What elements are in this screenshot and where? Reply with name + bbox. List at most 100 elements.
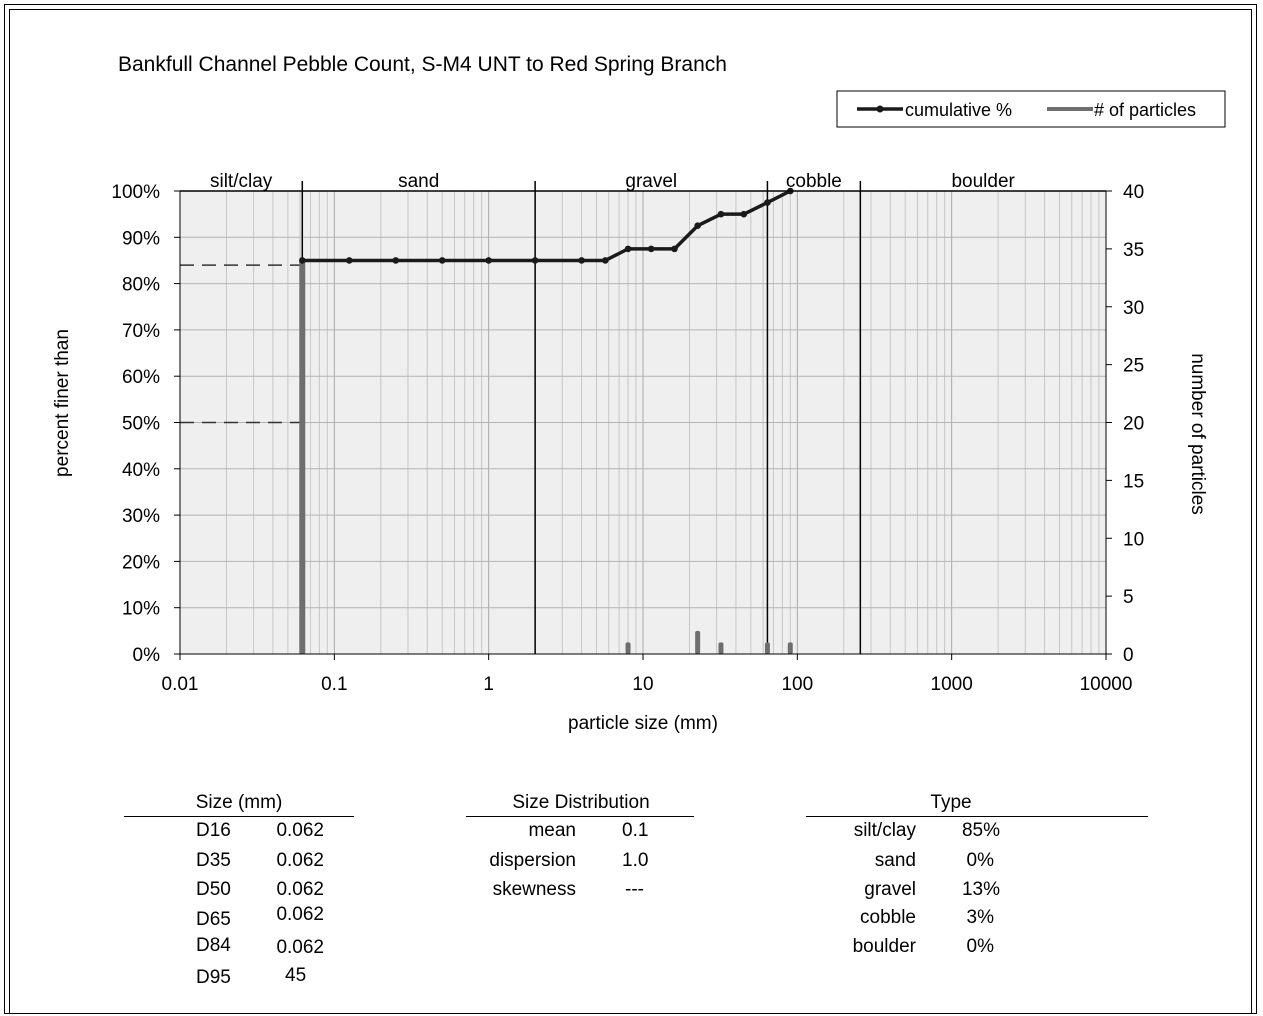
x-tick-label: 10000 <box>1080 674 1133 695</box>
particle-bar <box>299 260 306 654</box>
type-row-label: sand <box>874 850 916 871</box>
y-tick-label: 100% <box>111 182 160 203</box>
size-row-value: 0.062 <box>276 879 324 900</box>
y-tick-label: 0% <box>133 645 161 666</box>
type-table-header: Type <box>930 792 972 813</box>
size-class-layer: silt/clay sand gravel cobble boulder <box>180 171 1106 654</box>
particle-bar <box>695 630 701 654</box>
size-row-label: D35 <box>196 850 231 871</box>
cumulative-point <box>647 245 655 253</box>
size-row-label: D95 <box>196 967 231 988</box>
x-axis-title: particle size (mm) <box>568 713 718 734</box>
particle-bar <box>625 642 631 654</box>
size-class-label: gravel <box>625 171 677 192</box>
size-table-header: Size (mm) <box>195 792 283 813</box>
size-row-value: 0.062 <box>276 937 324 958</box>
distribution-row-value: --- <box>625 879 644 900</box>
cumulative-point <box>345 257 353 264</box>
pebble-count-chart: Bankfull Channel Pebble Count, S-M4 UNT … <box>52 53 1226 734</box>
size-row-label: D50 <box>196 879 231 900</box>
chart-title: Bankfull Channel Pebble Count, S-M4 UNT … <box>118 53 727 76</box>
cumulative-series-line <box>302 189 792 263</box>
type-row-value: 3% <box>966 907 994 928</box>
cumulative-point <box>624 245 632 253</box>
y-tick-label: 40% <box>122 460 160 481</box>
legend: cumulative % # of particles <box>836 90 1226 128</box>
size-table: Size (mm) D16 0.062 D35 0.062 D50 0.062 … <box>124 792 354 1002</box>
size-class-label: cobble <box>786 171 842 192</box>
y2-tick-label: 5 <box>1123 587 1134 608</box>
y-tick-label: 80% <box>122 275 160 296</box>
size-row-label: D84 <box>196 935 231 956</box>
distribution-table-header: Size Distribution <box>512 792 650 813</box>
x-tick-label: 0.1 <box>321 674 347 695</box>
distribution-row-label: mean <box>528 820 576 841</box>
y2-tick-label: 40 <box>1123 182 1144 203</box>
cumulative-point <box>531 257 539 264</box>
size-row-value: 0.062 <box>276 820 324 841</box>
type-row-value: 13% <box>961 879 1000 900</box>
type-table-rule <box>806 816 1148 817</box>
x-tick-label: 0.01 <box>162 674 199 695</box>
size-class-label: boulder <box>951 171 1015 192</box>
type-table: Type silt/clay 85% sand 0% gravel 13% co… <box>806 792 1150 972</box>
type-row-label: silt/clay <box>853 820 916 841</box>
y-tick-label: 50% <box>122 414 160 435</box>
x-tick-label: 100 <box>781 674 813 695</box>
cumulative-point <box>485 257 492 264</box>
type-row-value: 0% <box>966 850 994 871</box>
legend-cumulative-marker <box>876 105 884 113</box>
y2-axis-title: number of particles <box>1187 353 1208 515</box>
legend-particles-label: # of particles <box>1094 100 1196 120</box>
size-row-value: 45 <box>285 965 307 986</box>
type-row-label: gravel <box>864 879 916 900</box>
size-row-value: 0.062 <box>276 850 324 871</box>
distribution-table-rule <box>466 816 694 817</box>
cumulative-point <box>717 210 725 218</box>
y2-tick-label: 25 <box>1123 356 1144 377</box>
size-class-label: silt/clay <box>210 171 273 192</box>
inner-frame <box>9 9 1252 1014</box>
type-row-label: cobble <box>860 907 916 928</box>
reference-lines <box>180 264 303 424</box>
cumulative-point <box>764 199 771 206</box>
y2-tick-label: 10 <box>1123 529 1144 550</box>
type-row-value: 0% <box>966 936 994 957</box>
type-row-label: boulder <box>852 936 916 957</box>
y-tick-label: 70% <box>122 321 160 342</box>
cumulative-point <box>298 257 306 264</box>
axis-layer: 0.01 0.1 1 10 100 1000 100000%10%20%30%40%50%6… <box>111 182 1144 695</box>
x-tick-label: 1000 <box>931 674 973 695</box>
distribution-row-label: dispersion <box>489 850 576 871</box>
y-axis-title: percent finer than <box>52 329 73 477</box>
cumulative-point <box>740 210 748 218</box>
cumulative-point <box>671 245 678 253</box>
cumulative-point <box>392 257 400 264</box>
cumulative-point <box>694 222 701 230</box>
cumulative-point <box>438 257 446 264</box>
cumulative-point <box>578 257 585 264</box>
type-row-value: 85% <box>961 820 1000 841</box>
cumulative-point <box>602 257 609 264</box>
x-tick-label: 1 <box>483 674 494 695</box>
y2-tick-label: 30 <box>1123 298 1144 319</box>
distribution-row-value: 0.1 <box>622 820 649 841</box>
particle-bar <box>764 642 770 654</box>
y-tick-label: 10% <box>122 599 160 620</box>
y-tick-label: 60% <box>122 367 160 388</box>
distribution-table: Size Distribution mean 0.1 dispersion 1.… <box>466 792 696 912</box>
distribution-row-value: 1.0 <box>622 850 649 871</box>
y2-tick-label: 15 <box>1123 471 1144 492</box>
y-tick-label: 20% <box>122 552 160 573</box>
x-tick-label: 10 <box>632 674 653 695</box>
size-row-label: D16 <box>196 820 231 841</box>
y-tick-label: 30% <box>122 506 160 527</box>
size-row-label: D65 <box>196 909 231 930</box>
particle-bars <box>299 260 793 654</box>
y-tick-label: 90% <box>122 228 160 249</box>
y2-tick-label: 0 <box>1123 645 1134 666</box>
size-class-label: sand <box>398 171 439 192</box>
size-table-rule <box>124 816 354 817</box>
y2-tick-label: 20 <box>1123 414 1144 435</box>
particle-bar <box>718 642 724 654</box>
